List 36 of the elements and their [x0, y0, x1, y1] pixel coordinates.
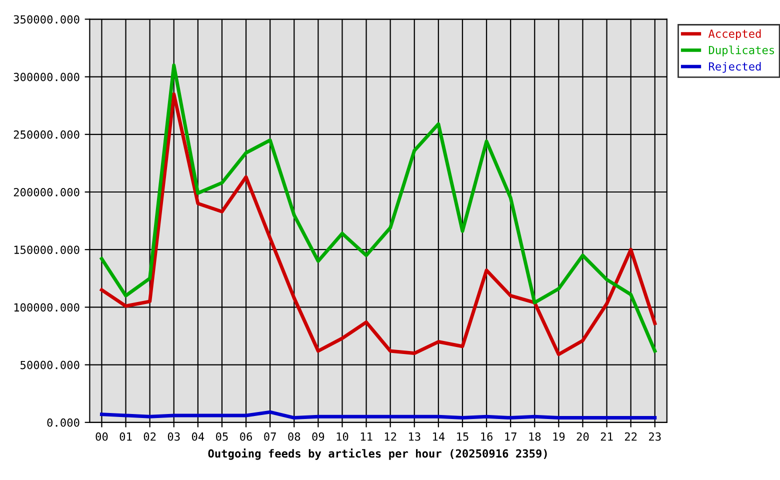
x-tick-label: 20 — [576, 432, 589, 441]
y-tick-label: 100000.000 — [14, 303, 80, 312]
x-tick-label: 19 — [553, 432, 565, 441]
x-tick-label: 10 — [336, 432, 348, 441]
x-tick-label: 02 — [144, 432, 156, 441]
x-tick-label: 15 — [457, 432, 468, 441]
x-tick-label: 08 — [288, 432, 300, 441]
y-tick-label: 350000.000 — [14, 15, 80, 24]
x-tick-label: 13 — [409, 432, 420, 441]
y-tick-label: 50000.000 — [20, 360, 80, 370]
x-tick-label: 06 — [240, 432, 252, 441]
x-tick-label: 09 — [312, 432, 324, 441]
x-tick-label: 07 — [264, 432, 276, 441]
x-tick-label: 01 — [120, 432, 132, 441]
x-tick-label: 14 — [433, 432, 445, 441]
y-tick-label: 0.000 — [47, 418, 80, 427]
x-tick-label: 18 — [529, 432, 541, 441]
legend-label: Accepted — [708, 29, 761, 40]
x-tick-label: 03 — [168, 432, 180, 441]
legend-label: Rejected — [709, 62, 761, 73]
x-axis-title: Outgoing feeds by articles per hour (20250916 2359) — [208, 448, 547, 460]
y-tick-label: 200000.000 — [14, 188, 80, 196]
y-tick-label: 300000.000 — [14, 72, 80, 82]
legend-label: Duplicates — [708, 46, 774, 56]
x-tick-label: 21 — [600, 432, 613, 441]
x-tick-label: 17 — [505, 432, 516, 441]
x-tick-label: 04 — [192, 432, 204, 441]
x-tick-label: 05 — [216, 432, 228, 441]
y-tick-label: 250000.000 — [14, 130, 80, 139]
x-tick-label: 22 — [624, 432, 637, 441]
x-tick-label: 23 — [649, 432, 661, 441]
x-tick-label: 11 — [360, 432, 372, 441]
x-tick-label: 16 — [481, 432, 492, 441]
x-tick-label: 00 — [96, 432, 108, 441]
x-tick-label: 12 — [384, 432, 396, 441]
y-tick-label: 150000.000 — [14, 246, 80, 254]
